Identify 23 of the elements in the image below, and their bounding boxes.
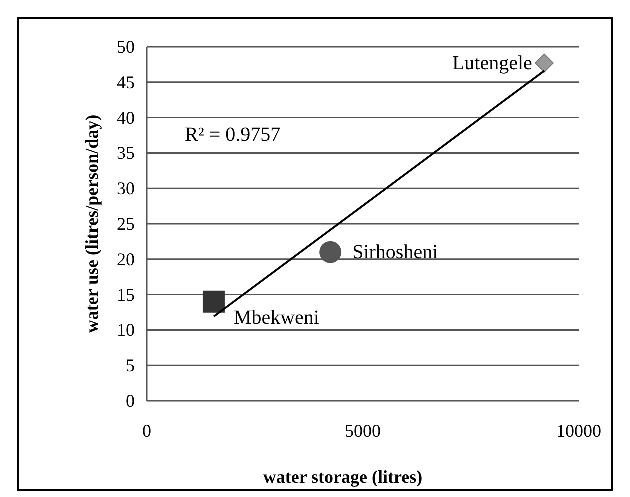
y-tick-label: 40 (117, 108, 135, 128)
point (534, 54, 554, 73)
x-tick-label: 5000 (345, 421, 381, 441)
point (202, 290, 225, 313)
x-axis-title: water storage (litres) (263, 467, 423, 487)
annotation: R² = 0.9757 (185, 124, 281, 146)
y-tick-label: 35 (117, 143, 135, 164)
y-tick-label: 25 (117, 214, 135, 234)
y-tick-label: 50 (117, 37, 135, 57)
series-label: Sirhosheni (352, 241, 439, 264)
y-tick-label: 45 (117, 72, 135, 92)
y-tick-label: 15 (117, 284, 135, 305)
y-tick-label: 10 (117, 320, 135, 340)
y-tick-label: 5 (126, 356, 135, 376)
y-tick-label: 30 (117, 178, 135, 199)
series-label: Mbekweni (234, 306, 320, 329)
y-tick-label: 0 (126, 391, 135, 411)
x-tick-label: 10000 (556, 421, 602, 441)
y-tick-label: 20 (117, 249, 135, 270)
series-label: Lutengele (452, 52, 533, 74)
x-tick-label: 0 (142, 421, 152, 441)
point (320, 241, 342, 264)
y-axis-title: water use (litres/person/day) (82, 114, 102, 334)
